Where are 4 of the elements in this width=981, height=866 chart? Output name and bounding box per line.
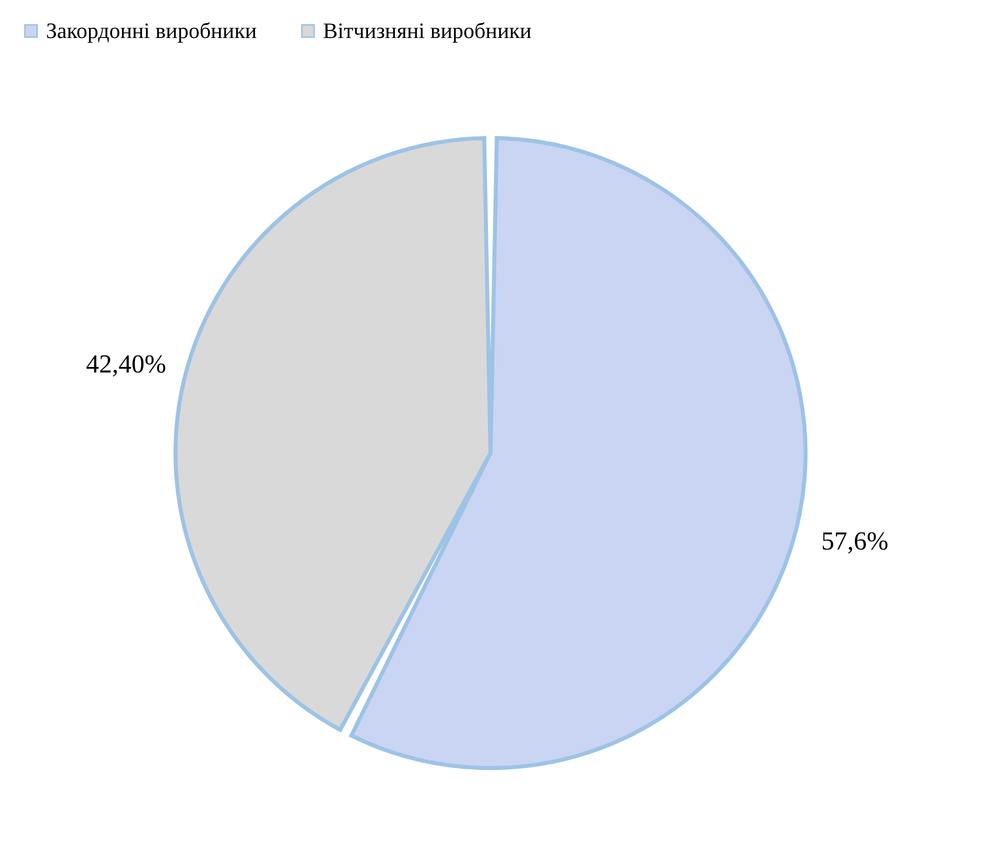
data-label: 42,40%	[86, 349, 166, 378]
data-label: 57,6%	[821, 526, 888, 556]
legend-label: Вітчизняні виробники	[323, 18, 532, 43]
legend-label: Закордонні виробники	[46, 18, 258, 43]
